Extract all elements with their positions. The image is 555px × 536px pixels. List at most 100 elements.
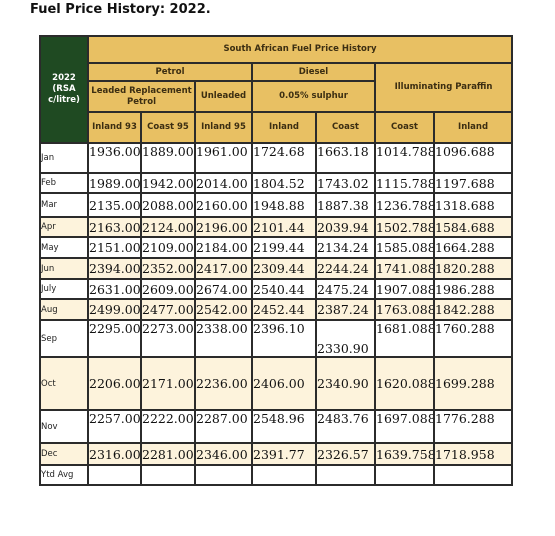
price-cell: 1236.788 [374, 192, 435, 218]
table-row: Sep 2295.00 2273.00 2338.00 2396.10 2330.90 16… [39, 319, 514, 358]
month-cell: Jun [39, 257, 89, 280]
price-cell: 1763.088 [374, 298, 435, 321]
price-cell: 1014.788 [374, 142, 435, 174]
price-cell: 2326.57 [315, 442, 376, 466]
price-cell: 2475.24 [315, 278, 376, 300]
price-cell: 1743.02 [315, 172, 376, 194]
year-unit-header: 2022 (RSA c/litre) [39, 35, 89, 144]
paraffin-group-header: Illuminating Paraffin [373, 62, 514, 113]
price-cell: 2101.44 [251, 216, 317, 238]
price-cell: 1907.088 [374, 278, 435, 300]
price-cell [315, 464, 376, 486]
table-row: Dec 2316.00 2281.00 2346.00 2391.77 2326.57 16… [39, 442, 514, 466]
price-cell: 1585.088 [374, 236, 435, 259]
column-header: Coast 95 [140, 111, 196, 144]
price-cell: 2287.00 [194, 409, 253, 444]
main-header: South African Fuel Price History [86, 35, 514, 64]
price-cell: 1760.288 [432, 319, 514, 358]
price-cell: 2163.00 [87, 216, 142, 238]
month-cell: Nov [39, 409, 89, 444]
price-cell: 1724.68 [251, 142, 317, 174]
price-cell: 2184.00 [194, 236, 253, 259]
price-cell: 1942.00 [140, 172, 196, 194]
price-cell: 2340.90 [315, 356, 376, 411]
table-row: July 2631.00 2609.00 2674.00 2540.44 2475.24 1… [39, 278, 514, 300]
price-cell: 1318.688 [432, 192, 514, 218]
price-cell: 2295.00 [87, 319, 142, 358]
price-cell: 2135.00 [87, 192, 142, 218]
price-cell: 1776.288 [432, 409, 514, 444]
price-cell: 1989.00 [87, 172, 142, 194]
price-cell: 2396.10 [251, 319, 317, 358]
price-cell [194, 464, 253, 486]
price-cell: 1663.18 [315, 142, 376, 174]
price-cell [251, 464, 317, 486]
diesel-sulphur-subheader: 0.05% sulphur [251, 80, 376, 113]
price-cell: 2236.00 [194, 356, 253, 411]
column-header: Inland [251, 111, 317, 144]
column-header: Inland 95 [194, 111, 253, 144]
column-header: Coast [315, 111, 376, 144]
price-cell: 2257.00 [87, 409, 142, 444]
price-cell: 1502.788 [374, 216, 435, 238]
price-cell: 2014.00 [194, 172, 253, 194]
price-cell: 2134.24 [315, 236, 376, 259]
price-cell: 2417.00 [194, 257, 253, 280]
price-cell: 1699.288 [432, 356, 514, 411]
fuel-price-table: 2022 (RSA c/litre) South African Fuel Pr… [39, 35, 514, 486]
table-row: Feb 1989.00 1942.00 2014.00 1804.52 1743.02 11… [39, 172, 514, 194]
price-cell: 2609.00 [140, 278, 196, 300]
month-cell: Oct [39, 356, 89, 411]
price-cell: 1804.52 [251, 172, 317, 194]
month-cell: Feb [39, 172, 89, 194]
price-cell [374, 464, 435, 486]
month-cell: Mar [39, 192, 89, 218]
lrp-subheader: Leaded Replacement Petrol [87, 80, 196, 113]
price-cell [87, 464, 142, 486]
price-cell: 1620.088 [374, 356, 435, 411]
price-cell: 2109.00 [140, 236, 196, 259]
column-header: Coast [374, 111, 435, 144]
month-cell: Apr [39, 216, 89, 238]
price-cell: 1961.00 [194, 142, 253, 174]
price-cell: 2674.00 [194, 278, 253, 300]
price-cell: 2309.44 [251, 257, 317, 280]
table-row: Ytd Avg [39, 464, 514, 486]
price-cell: 2548.96 [251, 409, 317, 444]
price-cell: 2222.00 [140, 409, 196, 444]
month-cell: Dec [39, 442, 89, 466]
price-cell: 2338.00 [194, 319, 253, 358]
month-cell: Ytd Avg [39, 464, 89, 486]
price-cell [140, 464, 196, 486]
price-cell: 1096.688 [432, 142, 514, 174]
price-cell: 2244.24 [315, 257, 376, 280]
price-cell: 2394.00 [87, 257, 142, 280]
price-cell: 1986.288 [432, 278, 514, 300]
price-cell: 1115.788 [374, 172, 435, 194]
price-cell: 2452.44 [251, 298, 317, 321]
price-cell: 2387.24 [315, 298, 376, 321]
table-row: May 2151.00 2109.00 2184.00 2199.44 2134.24 15… [39, 236, 514, 259]
price-cell: 1842.288 [432, 298, 514, 321]
table-row: Jun 2394.00 2352.00 2417.00 2309.44 2244.24 17… [39, 257, 514, 280]
table-row: Oct 2206.00 2171.00 2236.00 2406.00 2340.90 16… [39, 356, 514, 411]
price-cell: 1639.758 [374, 442, 435, 466]
price-cell: 2151.00 [87, 236, 142, 259]
month-cell: Jan [39, 142, 89, 174]
table-row: Jan 1936.00 1889.00 1961.00 1724.68 1663.18 10… [39, 142, 514, 174]
price-cell: 1889.00 [140, 142, 196, 174]
table-row: Mar 2135.00 2088.00 2160.00 1948.88 1887.38 12… [39, 192, 514, 218]
price-cell: 2499.00 [87, 298, 142, 321]
price-cell: 2088.00 [140, 192, 196, 218]
column-header: Inland [432, 111, 514, 144]
price-cell: 2160.00 [194, 192, 253, 218]
month-cell: Aug [39, 298, 89, 321]
price-cell: 2483.76 [315, 409, 376, 444]
price-cell: 1697.088 [374, 409, 435, 444]
month-cell: Sep [39, 319, 89, 358]
price-cell: 2281.00 [140, 442, 196, 466]
price-cell: 2631.00 [87, 278, 142, 300]
price-cell: 2346.00 [194, 442, 253, 466]
price-cell: 2316.00 [87, 442, 142, 466]
price-cell: 2206.00 [87, 356, 142, 411]
